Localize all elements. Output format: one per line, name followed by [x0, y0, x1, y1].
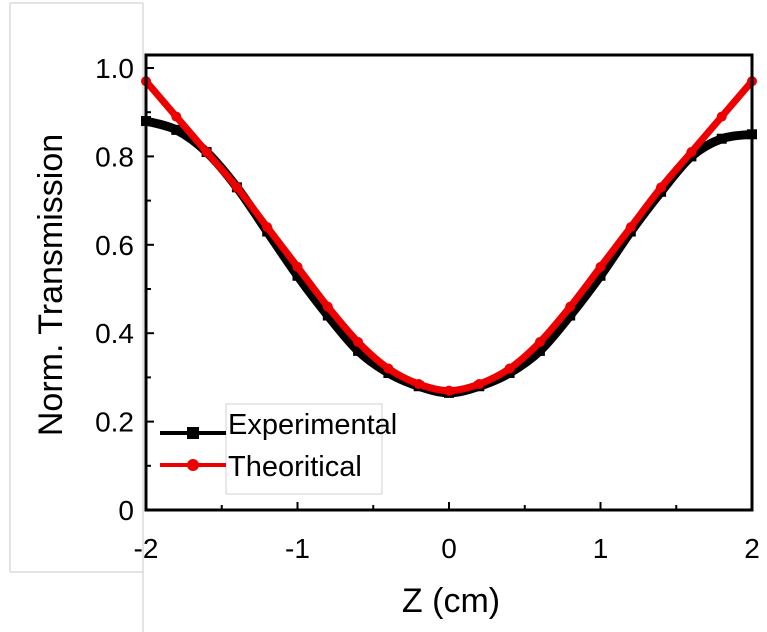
data-point-experimental: [534, 345, 545, 356]
data-point-theoritical: [565, 301, 576, 312]
y-tick-label: 0.4: [95, 318, 134, 349]
legend-marker-theoritical: [187, 459, 199, 471]
data-point-experimental: [716, 133, 727, 144]
legend-label-experimental: Experimental: [228, 409, 397, 441]
y-tick-label: 0.2: [95, 407, 134, 438]
y-tick-label: 1.0: [95, 53, 134, 84]
x-tick-label: -2: [134, 533, 159, 564]
data-point-theoritical: [231, 182, 242, 193]
series-theoritical: [141, 76, 757, 396]
data-point-theoritical: [322, 301, 333, 312]
x-tick-label: -1: [285, 533, 310, 564]
ticks-layer: -2 -1 0 1 2 0 0.2 0.4 0.6 0.8 1.0: [95, 53, 760, 564]
data-point-theoritical: [716, 111, 727, 122]
data-point-theoritical: [201, 146, 212, 157]
data-point-theoritical: [686, 146, 697, 157]
data-point-theoritical: [353, 337, 364, 348]
data-point-experimental: [353, 345, 364, 356]
data-point-theoritical: [595, 261, 606, 272]
x-tick-label: 2: [744, 533, 760, 564]
series-experimental: [141, 116, 757, 398]
data-point-theoritical: [171, 111, 182, 122]
data-point-theoritical: [383, 363, 394, 374]
data-point-theoritical: [413, 379, 424, 390]
x-tick-label: 1: [593, 533, 609, 564]
data-point-theoritical: [534, 337, 545, 348]
data-point-theoritical: [656, 182, 667, 193]
series-line-experimental: [141, 116, 757, 398]
data-point-experimental: [565, 310, 576, 321]
data-point-theoritical: [625, 222, 636, 233]
data-point-theoritical: [474, 379, 485, 390]
y-axis-title: Norm. Transmission: [32, 134, 70, 436]
data-point-experimental: [171, 124, 182, 135]
y-tick-label: 0.6: [95, 230, 134, 261]
legend: Experimental Theoritical: [160, 403, 397, 495]
data-point-theoritical: [292, 261, 303, 272]
y-tick-label: 0: [118, 495, 134, 526]
series-line-theoritical: [142, 77, 756, 395]
data-point-theoritical: [444, 385, 454, 396]
x-axis-title: Z (cm): [402, 582, 500, 620]
x-tick-label: 0: [441, 533, 457, 564]
y-tick-label: 0.8: [95, 141, 134, 172]
data-point-theoritical: [504, 363, 515, 374]
data-point-experimental: [292, 270, 303, 281]
legend-box: [225, 403, 383, 495]
legend-label-theoritical: Theoritical: [228, 451, 362, 483]
legend-marker-experimental: [187, 427, 199, 439]
data-point-experimental: [322, 310, 333, 321]
data-point-experimental: [595, 270, 606, 281]
series-layer: [141, 76, 757, 398]
data-point-theoritical: [262, 222, 273, 233]
